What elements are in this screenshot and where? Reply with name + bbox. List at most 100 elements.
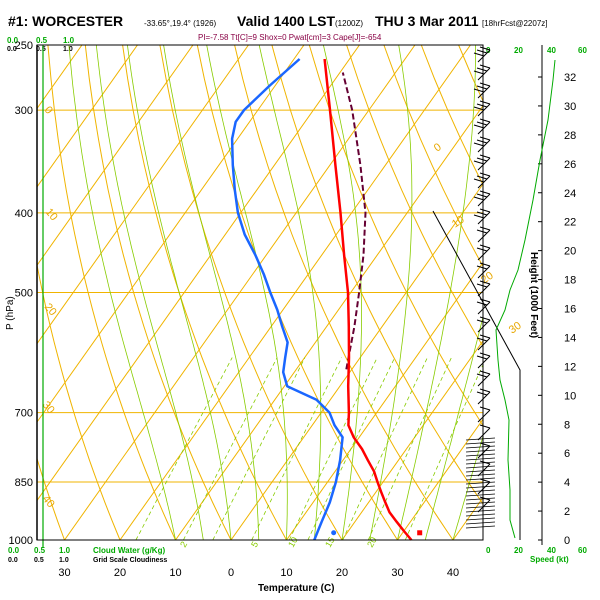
height-tick-26: 26: [564, 159, 576, 171]
isotherm: [37, 45, 360, 502]
mixing-ratio-label: 5: [249, 540, 260, 549]
temperature-line: [323, 58, 413, 541]
dry-adiabat: [47, 45, 176, 540]
wind-barb-dense: [465, 485, 496, 489]
height-tick-12: 12: [564, 361, 576, 373]
dry-adiabat-label: 20: [479, 270, 496, 287]
mixing-ratio-line: [251, 357, 343, 540]
height-tick-8: 8: [564, 419, 570, 431]
cloudiness-scale-1-top: 0.5: [36, 46, 46, 53]
dry-adiabat-label: 30: [507, 320, 524, 337]
mixing-ratio-line: [342, 357, 428, 540]
height-tick-20: 20: [564, 246, 576, 258]
mixing-ratio-line: [135, 357, 233, 540]
wind-barb-dense: [465, 445, 496, 449]
stability-indices: PI=-7.58 Tt[C]=9 Shox=0 Pwat[cm]=3 Cape[…: [198, 33, 382, 42]
cloudiness-label: Grid Scale Cloudiness: [93, 557, 167, 564]
temperature-tick: 10: [169, 567, 181, 579]
wind-barb: [476, 226, 491, 243]
wind-barb: [477, 406, 491, 423]
moist-adiabat: [127, 45, 232, 540]
wind-barb-dense: [465, 481, 496, 485]
isotherm: [37, 45, 138, 188]
wind-speed-profile: [495, 59, 556, 539]
wind-barb: [473, 172, 491, 189]
station-coords: -33.65°,19.4° (1926): [144, 19, 217, 28]
isotherm: [175, 104, 483, 540]
wind-barb-dense: [465, 493, 496, 497]
height-tick-32: 32: [564, 72, 576, 84]
height-tick-10: 10: [564, 390, 576, 402]
isotherm: [119, 45, 471, 540]
wind-barb: [476, 280, 491, 297]
wind-barb: [476, 352, 491, 369]
wind-barb: [476, 262, 491, 279]
height-tick-28: 28: [564, 130, 576, 142]
surface-temperature-marker: [417, 530, 423, 536]
wind-panel: [432, 46, 556, 540]
mixing-ratio-line: [183, 357, 278, 540]
height-tick-22: 22: [564, 217, 576, 229]
wind-barb-dense: [465, 437, 496, 441]
left-isotherm-label: 30: [40, 399, 57, 416]
wind-barb: [476, 244, 491, 261]
dry-adiabat: [84, 45, 232, 540]
wind-barb-dense: [465, 525, 496, 529]
moist-adiabat: [323, 45, 362, 540]
isotherm: [286, 261, 483, 540]
speed-tick-bottom-20: 20: [514, 546, 523, 555]
temperature-tick: 40: [447, 567, 459, 579]
moist-adiabat: [397, 45, 476, 540]
mixing-ratio-label: 10: [286, 535, 300, 549]
temperature-tick: 10: [280, 567, 292, 579]
isotherm: [509, 45, 600, 540]
station-title: #1: WORCESTER: [8, 13, 123, 29]
wind-barb: [476, 334, 491, 351]
forecast-info: [18hrFcst@2207z]: [482, 19, 547, 28]
speed-tick-bottom-60: 60: [578, 546, 587, 555]
speed-tick-top-40: 40: [547, 46, 556, 55]
mixing-ratio-line: [404, 363, 483, 540]
height-tick-4: 4: [564, 477, 570, 489]
wind-barb-dense: [465, 449, 496, 453]
wind-barb: [473, 82, 491, 99]
y-axis-label: P (hPa): [5, 296, 16, 330]
height-tick-30: 30: [564, 101, 576, 113]
moist-adiabat: [424, 315, 483, 540]
pressure-tick-250: 250: [15, 40, 33, 52]
wind-barb: [473, 208, 491, 225]
dry-adiabat: [122, 45, 287, 540]
wind-barb: [477, 424, 491, 441]
temperature-tick: 20: [114, 567, 126, 579]
pressure-tick-400: 400: [15, 208, 33, 220]
height-axis-label: Height (1000 Feet): [528, 252, 539, 338]
wind-barb: [476, 316, 491, 333]
temperature-tick: 30: [58, 567, 70, 579]
pressure-tick-700: 700: [15, 408, 33, 420]
pressure-tick-850: 850: [15, 477, 33, 489]
dry-adiabat: [159, 45, 343, 540]
mixing-ratio-label: 20: [365, 535, 379, 549]
cloudiness-scale-2-top: 1.0: [63, 46, 73, 53]
moist-adiabat: [95, 45, 204, 540]
left-isotherm-label: 40: [40, 493, 57, 510]
dry-adiabat: [234, 45, 454, 540]
parcel-line: [341, 72, 367, 370]
isotherm: [37, 45, 249, 345]
isotherm: [64, 45, 416, 540]
wind-barb-dense: [465, 501, 496, 505]
mixing-ratio-line: [212, 357, 306, 540]
height-tick-14: 14: [564, 332, 576, 344]
cloud-water-scale-1-top: 0.5: [36, 36, 48, 45]
wind-barb: [473, 136, 491, 153]
speed-tick-bottom-0: 0: [486, 546, 491, 555]
wind-barb-dense: [465, 497, 496, 501]
mixing-ratio-line: [307, 357, 396, 540]
height-tick-0: 0: [564, 535, 570, 547]
x-axis-label: Temperature (C): [258, 583, 335, 594]
dry-adiabat: [0, 45, 9, 540]
dry-adiabat: [37, 456, 65, 540]
cloud-water-scale-2-top: 1.0: [63, 36, 75, 45]
dry-adiabat: [271, 45, 483, 505]
